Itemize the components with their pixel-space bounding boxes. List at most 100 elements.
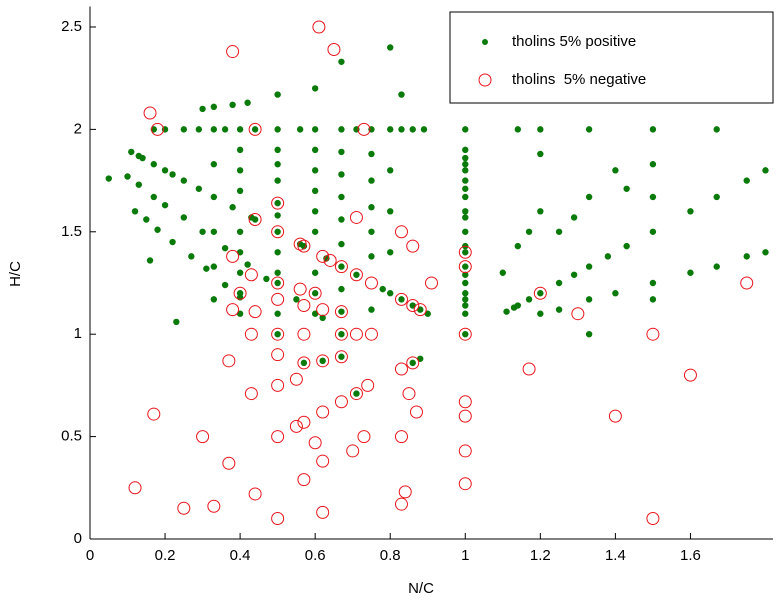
- point: [248, 305, 262, 319]
- point: [143, 216, 150, 223]
- x-tick-label: 1: [461, 547, 469, 564]
- point: [244, 268, 258, 282]
- point: [271, 276, 285, 290]
- point: [349, 268, 363, 282]
- point: [462, 193, 469, 201]
- point: [334, 305, 348, 319]
- point: [169, 238, 176, 246]
- x-tick-label: 0.2: [155, 547, 176, 564]
- point: [338, 308, 345, 315]
- point: [649, 296, 657, 303]
- point: [221, 126, 229, 133]
- point: [274, 330, 281, 338]
- y-axis-label: H/C: [7, 261, 24, 287]
- point: [499, 269, 507, 276]
- point: [161, 201, 169, 209]
- point: [308, 286, 322, 300]
- x-tick-label: 1.6: [680, 547, 701, 564]
- point: [180, 126, 188, 133]
- point: [311, 126, 319, 133]
- point: [263, 275, 270, 283]
- point: [222, 456, 236, 470]
- point: [462, 330, 469, 338]
- point: [585, 263, 593, 270]
- point: [210, 263, 218, 270]
- point: [338, 148, 345, 156]
- point: [210, 103, 218, 111]
- point: [458, 444, 472, 458]
- point: [364, 276, 378, 290]
- point: [649, 161, 657, 168]
- point: [222, 354, 236, 368]
- point: [169, 171, 176, 178]
- x-tick-label: 0.8: [380, 547, 401, 564]
- point: [236, 290, 244, 297]
- point: [687, 208, 694, 215]
- point: [379, 285, 386, 293]
- point: [623, 185, 630, 192]
- point: [244, 261, 251, 268]
- point: [131, 208, 139, 215]
- x-tick-label: 0.6: [305, 547, 326, 564]
- y-tick-label: 2.5: [61, 18, 82, 35]
- point: [271, 292, 285, 306]
- point: [458, 260, 472, 274]
- point: [570, 271, 578, 278]
- point: [537, 290, 544, 297]
- point: [462, 279, 469, 287]
- point: [297, 473, 311, 487]
- point: [316, 405, 330, 419]
- point: [271, 430, 285, 444]
- point: [274, 310, 281, 317]
- legend-label: tholins 5% negative: [512, 71, 646, 88]
- point: [398, 485, 412, 499]
- point: [462, 214, 469, 221]
- point: [585, 296, 593, 303]
- point: [409, 405, 423, 419]
- point: [146, 257, 154, 264]
- point: [151, 122, 165, 136]
- point: [334, 260, 348, 274]
- point: [555, 228, 563, 235]
- point: [462, 263, 469, 270]
- point: [251, 126, 259, 133]
- legend-box: [449, 11, 774, 104]
- point: [207, 499, 221, 513]
- point: [338, 58, 345, 65]
- point: [743, 253, 750, 260]
- point: [334, 327, 348, 341]
- point: [623, 242, 630, 250]
- point: [334, 350, 348, 364]
- point: [398, 91, 405, 98]
- point: [244, 387, 258, 401]
- point: [271, 196, 285, 210]
- point: [180, 214, 188, 221]
- point: [319, 357, 326, 365]
- point: [394, 430, 408, 444]
- x-tick-label: 0: [86, 547, 94, 564]
- point: [649, 279, 657, 287]
- legend-marker: [478, 73, 492, 87]
- x-tick-label: 0.4: [230, 547, 251, 564]
- point: [316, 505, 330, 519]
- point: [398, 296, 405, 303]
- point: [514, 242, 522, 250]
- point: [271, 512, 285, 526]
- point: [338, 126, 345, 133]
- point: [311, 187, 319, 195]
- point: [713, 263, 720, 270]
- point: [297, 327, 311, 341]
- point: [316, 454, 330, 468]
- point: [649, 126, 657, 133]
- point: [361, 378, 375, 392]
- point: [311, 85, 319, 92]
- point: [458, 245, 472, 259]
- y-tick-label: 0.5: [61, 428, 82, 445]
- point: [462, 146, 469, 154]
- point: [368, 253, 375, 260]
- point: [387, 167, 394, 174]
- point: [604, 253, 612, 260]
- point: [462, 208, 469, 215]
- legend-label: tholins 5% positive: [512, 33, 636, 50]
- y-tick-label: 2: [74, 120, 82, 137]
